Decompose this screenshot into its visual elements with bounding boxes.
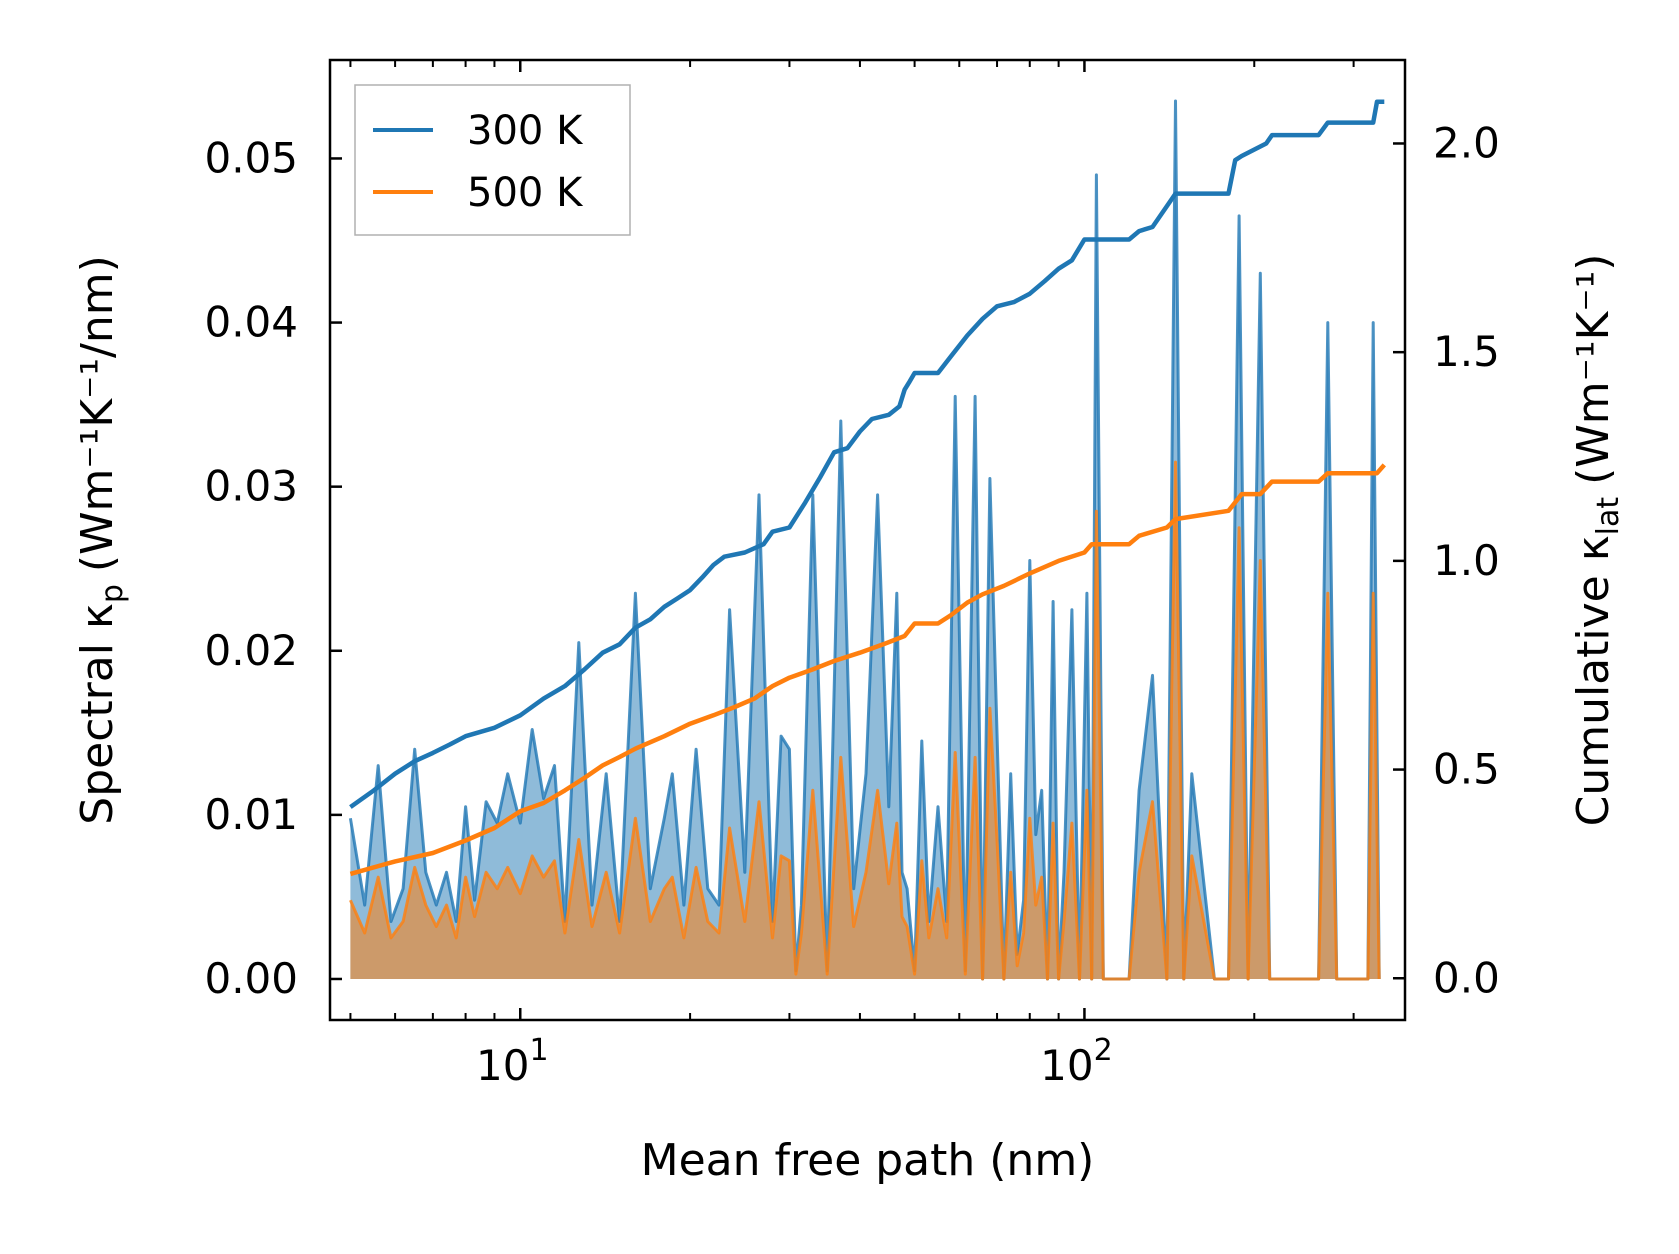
y-axis-left-label-main: Spectral κ: [72, 603, 123, 825]
cumulative-line-500k: [349, 463, 1386, 877]
y-left-tick-label: 0.03: [204, 462, 298, 511]
legend-label-500k: 500 K: [467, 170, 584, 216]
x-tick-label: 101: [476, 1033, 549, 1090]
spectral-line-500k: [349, 460, 1381, 981]
cumulative-line-300k: [349, 99, 1385, 809]
y-axis-right-label-main: Cumulative κ: [1568, 535, 1619, 826]
legend-box: [354, 84, 631, 236]
x-axis-label: Mean free path (nm): [641, 1135, 1095, 1186]
spectral-line-300k: [348, 99, 1381, 981]
y-right-tick-label: 2.0: [1433, 118, 1500, 167]
y-left-tick-label: 0.02: [204, 626, 298, 675]
y-left-tick-label: 0.00: [204, 954, 298, 1003]
plot-frame: [328, 58, 1407, 1022]
y-right-tick-label: 1.5: [1433, 327, 1500, 376]
y-left-tick-label: 0.04: [204, 298, 298, 347]
y-right-tick-label: 1.0: [1433, 536, 1500, 585]
labels-layer: Mean free path (nm) Spectral κp (Wm⁻¹K⁻¹/…: [72, 254, 1626, 1186]
y-axis-left-label: Spectral κp (Wm⁻¹K⁻¹/nm): [72, 255, 130, 824]
y-left-tick-label: 0.05: [204, 133, 298, 182]
y-left-tick-label: 0.01: [204, 790, 298, 839]
y-axis-left-label-unit: (Wm⁻¹K⁻¹/nm): [72, 255, 123, 572]
y-axis-right-label-sub: lat: [1591, 497, 1626, 536]
y-right-tick-label: 0.0: [1433, 953, 1500, 1002]
legend: 300 K 500 K: [354, 84, 631, 236]
y-axis-right-label-unit: (Wm⁻¹K⁻¹): [1568, 254, 1619, 485]
series-layer: [348, 99, 1386, 981]
spectral-area-500k: [350, 462, 1380, 980]
legend-label-300k: 300 K: [467, 108, 584, 154]
y-axis-left-label-sub: p: [95, 584, 130, 603]
x-tick-label: 102: [1040, 1033, 1113, 1090]
y-right-tick-label: 0.5: [1433, 745, 1500, 794]
ticks-layer: 101 102 0.00 0.01 0.02 0.03 0.04 0.05 0.0 0.5 1.0 1…: [204, 60, 1500, 1090]
y-axis-right-label: Cumulative κlat (Wm⁻¹K⁻¹): [1568, 254, 1626, 827]
